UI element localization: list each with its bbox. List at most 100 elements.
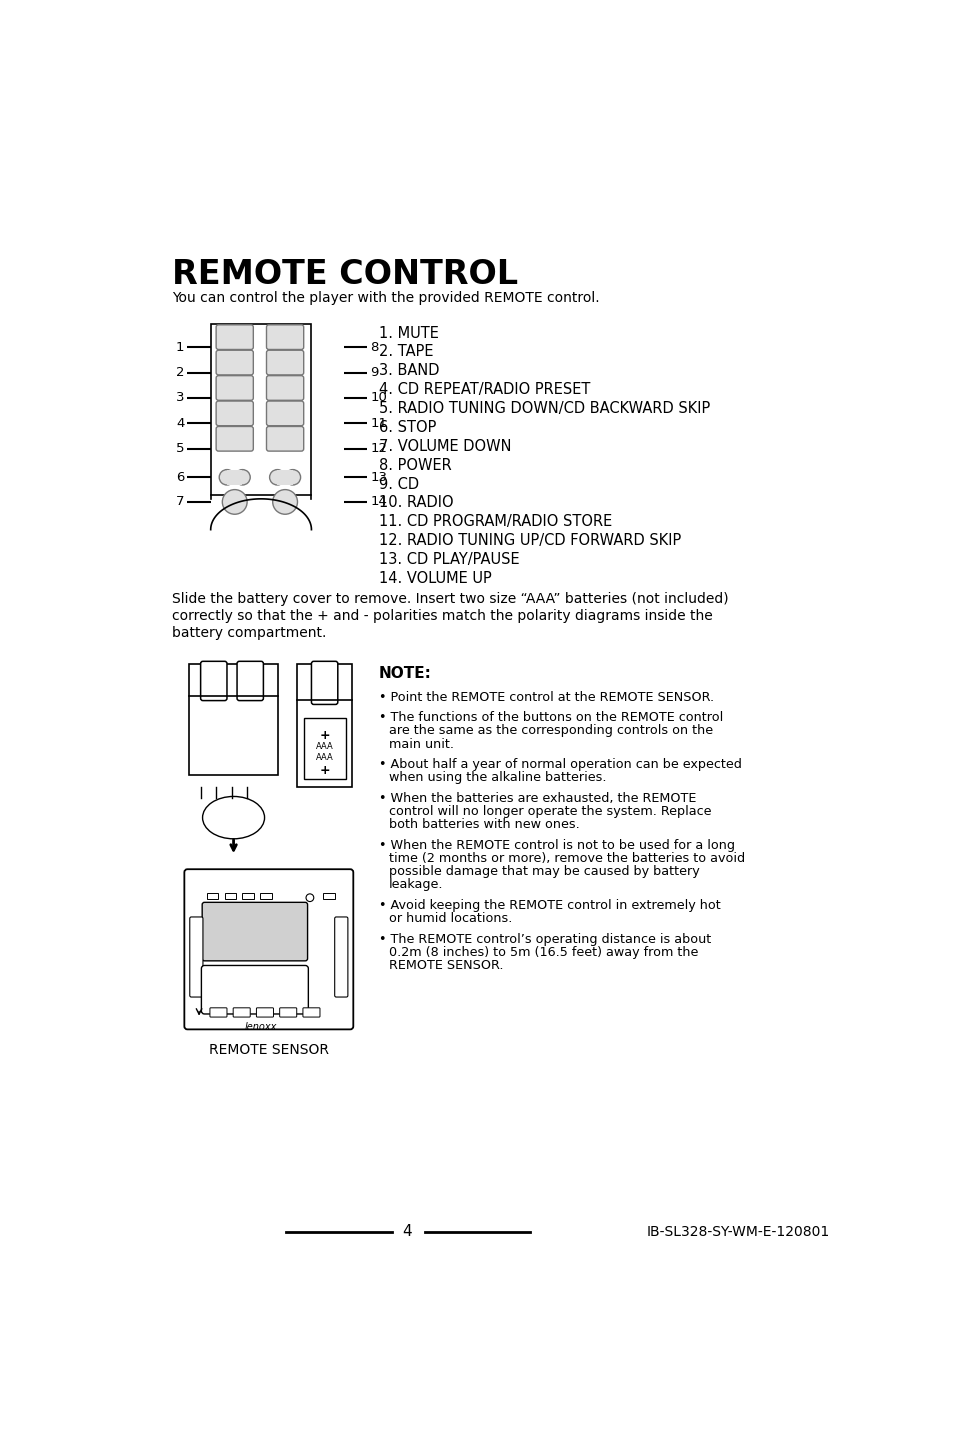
Text: 7: 7 [175,495,184,509]
Bar [227,469,242,485]
Text: • When the REMOTE control is not to be used for a long: • When the REMOTE control is not to be u… [378,839,734,852]
Text: You can control the player with the provided REMOTE control.: You can control the player with the prov… [172,290,598,305]
Text: • About half a year of normal operation can be expected: • About half a year of normal operation … [378,758,741,771]
Text: correctly so that the + and - polarities match the polarity diagrams inside the: correctly so that the + and - polarities… [172,609,712,623]
Text: 2: 2 [175,366,184,379]
Text: 6: 6 [175,470,184,483]
FancyBboxPatch shape [266,325,303,349]
Text: 8. POWER: 8. POWER [378,458,451,473]
Text: 3: 3 [175,392,184,405]
FancyBboxPatch shape [233,1008,250,1017]
Text: both batteries with new ones.: both batteries with new ones. [389,818,579,831]
FancyBboxPatch shape [236,661,263,701]
Text: lenoxx: lenoxx [245,1022,277,1032]
Text: 3. BAND: 3. BAND [378,363,439,379]
FancyBboxPatch shape [216,426,253,450]
FancyBboxPatch shape [216,350,253,375]
FancyBboxPatch shape [266,426,303,450]
Text: or humid locations.: or humid locations. [389,912,512,925]
FancyBboxPatch shape [200,661,227,701]
Text: 12: 12 [370,442,387,455]
Text: 9: 9 [370,366,378,379]
Circle shape [222,489,247,515]
Bar [189,664,278,775]
Bar [277,469,293,485]
Text: NOTE:: NOTE: [378,666,432,681]
Text: 10: 10 [370,392,387,405]
Text: AAA: AAA [315,742,334,751]
Bar [303,718,345,779]
Text: 11. CD PROGRAM/RADIO STORE: 11. CD PROGRAM/RADIO STORE [378,515,612,529]
Bar [297,664,352,786]
FancyBboxPatch shape [242,894,253,899]
FancyBboxPatch shape [202,902,307,961]
Circle shape [270,469,285,485]
Text: control will no longer operate the system. Replace: control will no longer operate the syste… [389,805,711,818]
Text: Slide the battery cover to remove. Insert two size “AAA” batteries (not included: Slide the battery cover to remove. Inser… [172,592,728,606]
FancyBboxPatch shape [224,894,236,899]
Text: time (2 months or more), remove the batteries to avoid: time (2 months or more), remove the batt… [389,852,744,865]
FancyBboxPatch shape [303,1008,319,1017]
Text: 1: 1 [175,340,184,353]
FancyBboxPatch shape [266,376,303,400]
Ellipse shape [202,797,264,839]
Text: 14. VOLUME UP: 14. VOLUME UP [378,571,491,586]
FancyBboxPatch shape [207,894,218,899]
FancyBboxPatch shape [260,894,272,899]
Text: possible damage that may be caused by battery: possible damage that may be caused by ba… [389,865,699,878]
FancyBboxPatch shape [266,350,303,375]
FancyBboxPatch shape [335,917,348,997]
Text: • Point the REMOTE control at the REMOTE SENSOR.: • Point the REMOTE control at the REMOTE… [378,691,713,704]
Text: • The REMOTE control’s operating distance is about: • The REMOTE control’s operating distanc… [378,934,710,947]
Text: 10. RADIO: 10. RADIO [378,495,453,511]
Text: are the same as the corresponding controls on the: are the same as the corresponding contro… [389,725,712,738]
Text: 6. STOP: 6. STOP [378,420,436,435]
Text: 9. CD: 9. CD [378,476,418,492]
FancyBboxPatch shape [216,400,253,426]
Text: REMOTE SENSOR: REMOTE SENSOR [209,1044,329,1057]
FancyBboxPatch shape [190,917,203,997]
Text: +: + [319,729,330,742]
Circle shape [306,894,314,901]
Circle shape [285,469,300,485]
FancyBboxPatch shape [210,1008,227,1017]
Text: • Avoid keeping the REMOTE control in extremely hot: • Avoid keeping the REMOTE control in ex… [378,899,720,912]
Text: 2. TAPE: 2. TAPE [378,345,433,359]
Text: when using the alkaline batteries.: when using the alkaline batteries. [389,771,606,785]
Text: battery compartment.: battery compartment. [172,626,326,639]
FancyBboxPatch shape [201,965,308,1014]
Text: 1. MUTE: 1. MUTE [378,326,438,340]
FancyBboxPatch shape [184,869,353,1030]
Text: main unit.: main unit. [389,738,454,751]
Text: • The functions of the buttons on the REMOTE control: • The functions of the buttons on the RE… [378,711,722,725]
Text: 0.2m (8 inches) to 5m (16.5 feet) away from the: 0.2m (8 inches) to 5m (16.5 feet) away f… [389,947,698,960]
Bar [211,325,311,495]
Text: REMOTE CONTROL: REMOTE CONTROL [172,257,517,290]
Text: 13: 13 [370,470,387,483]
Text: leakage.: leakage. [389,878,443,891]
Text: 8: 8 [370,340,378,353]
FancyBboxPatch shape [216,325,253,349]
FancyBboxPatch shape [279,1008,296,1017]
Text: 7. VOLUME DOWN: 7. VOLUME DOWN [378,439,511,453]
Text: 14: 14 [370,495,387,509]
Text: 4: 4 [175,418,184,430]
Text: 5: 5 [175,442,184,455]
Text: • When the batteries are exhausted, the REMOTE: • When the batteries are exhausted, the … [378,792,696,805]
Circle shape [273,489,297,515]
Circle shape [234,469,250,485]
Text: 13. CD PLAY/PAUSE: 13. CD PLAY/PAUSE [378,552,519,566]
Text: 4. CD REPEAT/RADIO PRESET: 4. CD REPEAT/RADIO PRESET [378,382,590,398]
FancyBboxPatch shape [311,661,337,705]
Text: 12. RADIO TUNING UP/CD FORWARD SKIP: 12. RADIO TUNING UP/CD FORWARD SKIP [378,533,680,548]
Text: 5. RADIO TUNING DOWN/CD BACKWARD SKIP: 5. RADIO TUNING DOWN/CD BACKWARD SKIP [378,400,709,416]
Text: REMOTE SENSOR.: REMOTE SENSOR. [389,960,503,972]
Text: 11: 11 [370,418,387,430]
FancyBboxPatch shape [216,376,253,400]
Text: IB-SL328-SY-WM-E-120801: IB-SL328-SY-WM-E-120801 [645,1226,828,1238]
FancyBboxPatch shape [256,1008,274,1017]
FancyBboxPatch shape [323,894,335,899]
Text: AAA: AAA [315,754,334,762]
Circle shape [219,469,234,485]
Text: 4: 4 [402,1224,412,1240]
